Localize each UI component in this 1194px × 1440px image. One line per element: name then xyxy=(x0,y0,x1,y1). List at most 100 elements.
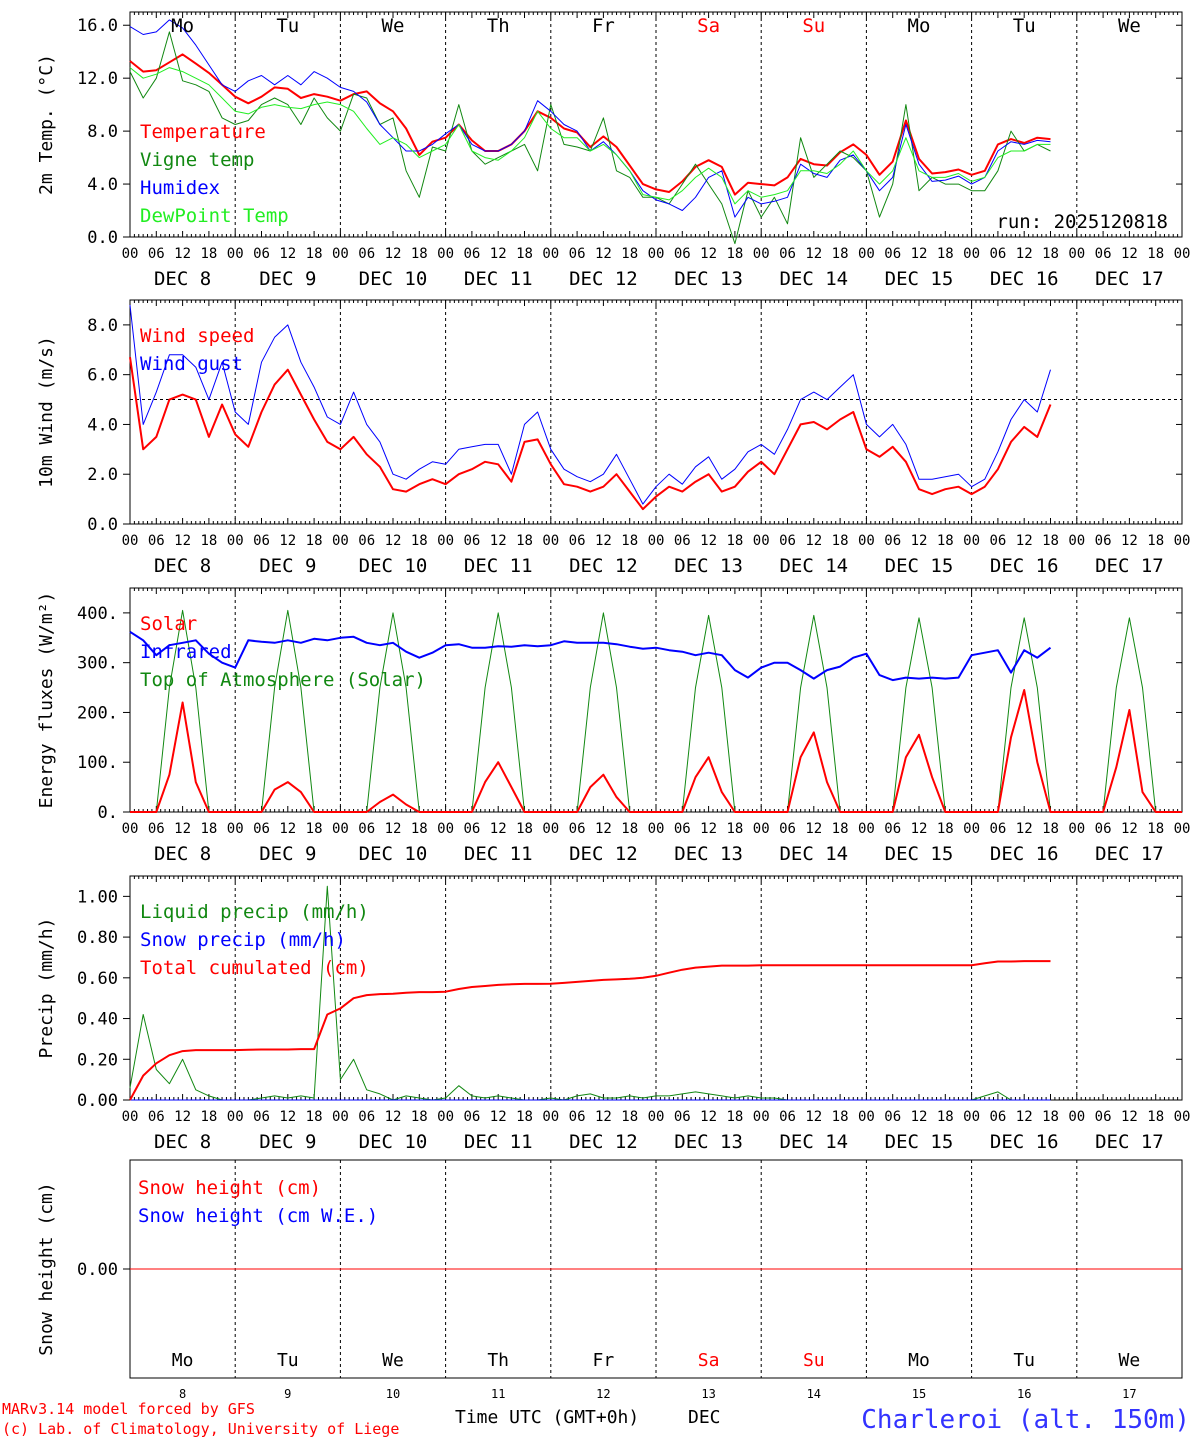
hour-label: 12 xyxy=(805,533,822,549)
lab-credit: (c) Lab. of Climatology, University of L… xyxy=(2,1420,399,1438)
chart-panels: 0.0 4.0 8.0 12.0 16.0 2m Temp. (°C) Temperatur… xyxy=(36,11,1190,1401)
y-tick-label: 8.0 xyxy=(87,316,118,336)
y-tick-label: 0.00 xyxy=(77,1260,118,1280)
y-tick-label: 0.40 xyxy=(77,1010,118,1030)
hour-label: 00 xyxy=(437,533,454,549)
hour-label: 12 xyxy=(805,821,822,837)
hour-label: 12 xyxy=(1121,533,1138,549)
hour-label: 12 xyxy=(595,821,612,837)
weekday-label: Mo xyxy=(908,1350,930,1371)
legend-entry: Total cumulated (cm) xyxy=(140,957,369,979)
y-tick-label: 2.0 xyxy=(87,465,118,485)
legend-entry: Snow height (cm) xyxy=(138,1177,321,1199)
day-number: 17 xyxy=(1122,1387,1136,1401)
hour-label: 00 xyxy=(122,821,139,837)
hour-label: 12 xyxy=(279,246,296,262)
hour-label: 12 xyxy=(1016,1109,1033,1125)
hour-label: 06 xyxy=(569,821,586,837)
hour-label: 18 xyxy=(832,533,849,549)
date-label: DEC 17 xyxy=(1095,555,1164,577)
hour-label: 06 xyxy=(1095,246,1112,262)
hour-label: 00 xyxy=(648,821,665,837)
hour-label: 06 xyxy=(779,821,796,837)
hour-label: 06 xyxy=(253,246,270,262)
day-number: 15 xyxy=(912,1387,926,1401)
hour-label: 12 xyxy=(911,821,928,837)
day-number: 14 xyxy=(807,1387,821,1401)
hour-label: 00 xyxy=(648,246,665,262)
series-dewpoint-temp xyxy=(129,67,1051,205)
hour-label: 06 xyxy=(358,821,375,837)
hour-label: 00 xyxy=(858,1109,875,1125)
date-label: DEC 16 xyxy=(990,1131,1059,1153)
run-annotation: run: 2025120818 xyxy=(996,211,1168,233)
hour-label: 18 xyxy=(306,821,323,837)
date-label: DEC 9 xyxy=(259,1131,316,1153)
y-tick-label: 0.80 xyxy=(77,928,118,948)
hour-label: 18 xyxy=(937,246,954,262)
day-number: 8 xyxy=(179,1387,186,1401)
hour-label: 00 xyxy=(963,1109,980,1125)
hour-label: 18 xyxy=(726,246,743,262)
hour-label: 18 xyxy=(726,533,743,549)
hour-label: 06 xyxy=(989,533,1006,549)
hour-label: 18 xyxy=(1147,246,1164,262)
date-label: DEC 13 xyxy=(674,1131,743,1153)
weekday-label: Tu xyxy=(1013,15,1036,37)
hour-label: 06 xyxy=(884,1109,901,1125)
hour-label: 18 xyxy=(832,821,849,837)
hour-label: 18 xyxy=(937,533,954,549)
hour-label: 06 xyxy=(569,246,586,262)
hour-label: 12 xyxy=(700,821,717,837)
y-axis-label: Precip (mm/h) xyxy=(36,918,57,1059)
y-axis-label: 2m Temp. (°C) xyxy=(36,54,57,195)
date-label: DEC 9 xyxy=(259,268,316,290)
legend-entry: Humidex xyxy=(140,177,220,199)
hour-label: 06 xyxy=(779,1109,796,1125)
hour-label: 12 xyxy=(279,533,296,549)
y-axis-label: Snow height (cm) xyxy=(36,1182,57,1355)
hour-label: 06 xyxy=(569,1109,586,1125)
weekday-label: Sa xyxy=(698,1350,720,1371)
legend-entry: Infrared xyxy=(140,641,232,663)
date-label: DEC 10 xyxy=(359,555,428,577)
model-credit: MARv3.14 model forced by GFS xyxy=(2,1400,255,1418)
hour-label: 12 xyxy=(1016,821,1033,837)
hour-label: 06 xyxy=(674,246,691,262)
hour-label: 06 xyxy=(358,246,375,262)
hour-label: 06 xyxy=(463,1109,480,1125)
hour-label: 00 xyxy=(1068,533,1085,549)
hour-label: 00 xyxy=(648,1109,665,1125)
hour-label: 00 xyxy=(437,246,454,262)
hour-label: 12 xyxy=(279,1109,296,1125)
hour-label: 00 xyxy=(542,533,559,549)
hour-label: 18 xyxy=(516,246,533,262)
day-number: 16 xyxy=(1017,1387,1031,1401)
date-label: DEC 8 xyxy=(154,843,211,865)
hour-label: 06 xyxy=(884,533,901,549)
date-label: DEC 16 xyxy=(990,268,1059,290)
hour-label: 12 xyxy=(385,246,402,262)
hour-label: 12 xyxy=(385,533,402,549)
y-tick-label: 4.0 xyxy=(87,415,118,435)
hour-label: 18 xyxy=(1147,1109,1164,1125)
hour-label: 18 xyxy=(621,1109,638,1125)
y-tick-label: 300. xyxy=(77,654,118,674)
hour-label: 12 xyxy=(1016,533,1033,549)
date-label: DEC 8 xyxy=(154,1131,211,1153)
y-axis-label: 10m Wind (m/s) xyxy=(36,336,57,488)
hour-label: 00 xyxy=(1068,246,1085,262)
weekday-label: Mo xyxy=(908,15,931,37)
hour-label: 00 xyxy=(227,246,244,262)
series-infrared xyxy=(129,630,1052,682)
hour-label: 12 xyxy=(911,246,928,262)
hour-label: 18 xyxy=(1147,533,1164,549)
date-label: DEC 17 xyxy=(1095,1131,1164,1153)
date-label: DEC 10 xyxy=(359,1131,428,1153)
hour-label: 12 xyxy=(385,821,402,837)
date-label: DEC 17 xyxy=(1095,268,1164,290)
hour-label: 06 xyxy=(674,821,691,837)
hour-label: 06 xyxy=(989,246,1006,262)
hour-label: 18 xyxy=(726,1109,743,1125)
y-tick-label: 100. xyxy=(77,753,118,773)
